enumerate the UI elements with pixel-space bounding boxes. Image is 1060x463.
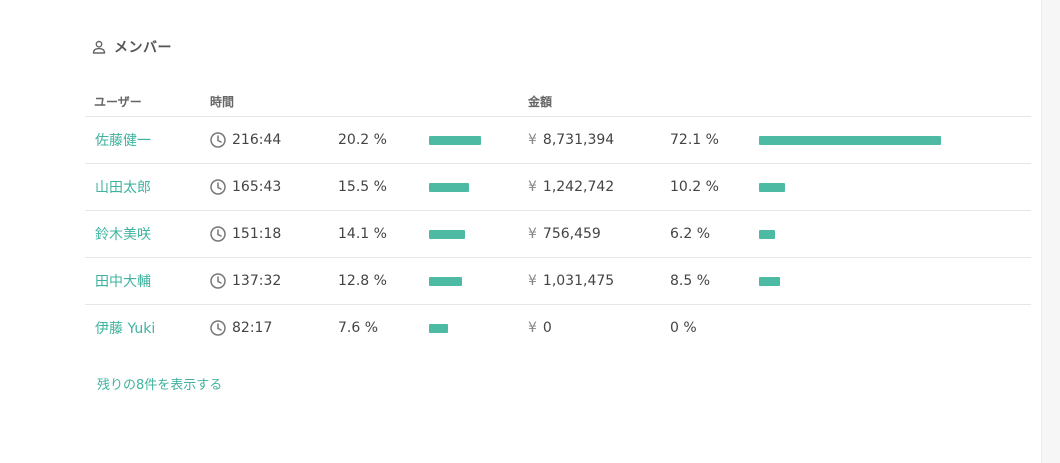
time-share-bar [429,135,481,145]
time-value: 216:44 [232,132,282,148]
clock-icon [210,132,226,148]
amount-share-bar [759,276,780,286]
amount-bar-container [759,164,785,210]
amount-share-bar [759,229,775,239]
currency-symbol: ¥ [528,132,537,148]
amount-percent: 10.2 % [670,179,719,195]
table-row: 佐藤健一 216:44 20.2 % ¥ 8,731,394 72.1 % [85,116,1031,163]
time-percent: 14.1 % [338,226,387,242]
amount-share-bar [759,182,785,192]
time-value: 165:43 [232,179,282,195]
amount-bar-container [759,258,780,304]
time-share-bar [429,229,465,239]
column-header-amount: 金額 [528,95,553,109]
scrollbar-track[interactable] [1041,0,1060,463]
section-header: メンバー [92,36,172,58]
amount-bar-container [759,117,941,163]
time-bar-container [429,305,448,351]
amount-value: 1,242,742 [542,179,615,195]
amount-cell: ¥ 0 [528,305,552,351]
member-table: 佐藤健一 216:44 20.2 % ¥ 8,731,394 72.1 % 山田… [85,116,1031,350]
amount-percent: 72.1 % [670,132,719,148]
time-cell: 165:43 [210,164,281,210]
member-name-link[interactable]: 伊藤 Yuki [95,321,156,337]
amount-value: 1,031,475 [542,273,615,289]
amount-value: 756,459 [542,226,601,242]
time-percent: 12.8 % [338,273,387,289]
time-cell: 151:18 [210,211,281,257]
amount-cell: ¥ 8,731,394 [528,117,614,163]
amount-value: 8,731,394 [542,132,615,148]
time-value: 151:18 [232,226,282,242]
time-cell: 82:17 [210,305,272,351]
amount-bar-container [759,211,775,257]
time-share-bar [429,323,448,333]
member-name-link[interactable]: 山田太郎 [95,180,151,196]
time-value: 137:32 [232,273,282,289]
amount-cell: ¥ 1,242,742 [528,164,614,210]
time-bar-container [429,164,469,210]
time-value: 82:17 [232,320,273,336]
time-share-bar [429,182,469,192]
column-header-user: ユーザー [94,95,142,109]
time-bar-container [429,117,481,163]
currency-symbol: ¥ [528,179,537,195]
time-bar-container [429,211,465,257]
amount-percent: 6.2 % [670,226,711,242]
clock-icon [210,273,226,289]
time-percent: 20.2 % [338,132,387,148]
user-icon [92,40,106,54]
amount-cell: ¥ 1,031,475 [528,258,614,304]
amount-cell: ¥ 756,459 [528,211,601,257]
amount-percent: 8.5 % [670,273,711,289]
table-row: 鈴木美咲 151:18 14.1 % ¥ 756,459 6.2 % [85,210,1031,257]
member-name-link[interactable]: 佐藤健一 [95,133,151,149]
amount-value: 0 [542,320,552,336]
show-more-link[interactable]: 残りの8件を表示する [97,378,223,393]
currency-symbol: ¥ [528,226,537,242]
time-share-bar [429,276,462,286]
time-percent: 15.5 % [338,179,387,195]
amount-percent: 0 % [670,320,697,336]
currency-symbol: ¥ [528,320,537,336]
clock-icon [210,320,226,336]
amount-share-bar [759,135,941,145]
time-cell: 216:44 [210,117,281,163]
member-name-link[interactable]: 田中大輔 [95,274,151,290]
table-row: 山田太郎 165:43 15.5 % ¥ 1,242,742 10.2 % [85,163,1031,210]
member-name-link[interactable]: 鈴木美咲 [95,227,151,243]
section-title: メンバー [114,40,172,56]
time-bar-container [429,258,462,304]
table-row: 伊藤 Yuki 82:17 7.6 % ¥ 0 0 % [85,304,1031,350]
table-row: 田中大輔 137:32 12.8 % ¥ 1,031,475 8.5 % [85,257,1031,304]
time-cell: 137:32 [210,258,281,304]
clock-icon [210,226,226,242]
column-header-time: 時間 [210,95,235,109]
clock-icon [210,179,226,195]
time-percent: 7.6 % [338,320,379,336]
currency-symbol: ¥ [528,273,537,289]
